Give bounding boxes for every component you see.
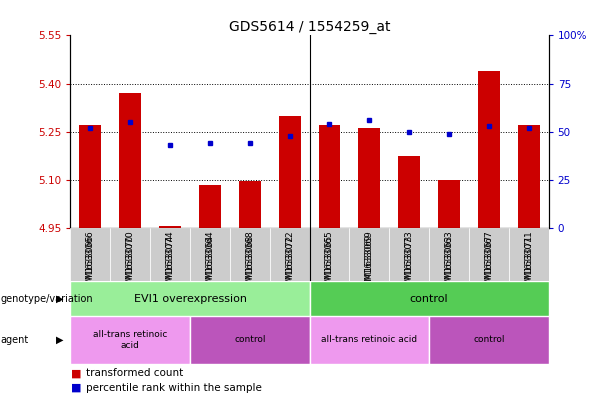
Text: ■: ■ bbox=[70, 368, 81, 378]
Text: ■: ■ bbox=[70, 383, 81, 393]
Bar bbox=[190, 316, 310, 364]
Bar bbox=[279, 116, 300, 228]
Bar bbox=[70, 316, 190, 364]
Text: GSM1633065: GSM1633065 bbox=[325, 231, 334, 291]
Bar bbox=[190, 228, 230, 281]
Bar bbox=[80, 125, 101, 228]
Bar bbox=[478, 71, 500, 228]
Bar bbox=[199, 185, 221, 228]
Text: GSM1633064: GSM1633064 bbox=[205, 234, 215, 292]
Bar bbox=[70, 228, 110, 281]
Text: GSM1633068: GSM1633068 bbox=[245, 231, 254, 291]
Text: GSM1633064: GSM1633064 bbox=[205, 231, 215, 291]
Bar bbox=[120, 93, 141, 228]
Bar bbox=[159, 226, 181, 228]
Bar bbox=[349, 228, 389, 281]
Bar bbox=[359, 129, 380, 228]
Bar bbox=[239, 182, 261, 228]
Text: GSM1633068: GSM1633068 bbox=[245, 234, 254, 292]
Bar bbox=[319, 125, 340, 228]
Text: genotype/variation: genotype/variation bbox=[1, 294, 93, 304]
Text: GSM1633070: GSM1633070 bbox=[126, 234, 135, 292]
Bar bbox=[110, 228, 150, 281]
Text: ▶: ▶ bbox=[56, 294, 63, 304]
Bar bbox=[70, 281, 310, 316]
Text: all-trans retinoic
acid: all-trans retinoic acid bbox=[93, 330, 167, 350]
Bar bbox=[518, 125, 539, 228]
Bar bbox=[310, 281, 549, 316]
Text: control: control bbox=[234, 336, 265, 344]
Text: GSM1633071: GSM1633071 bbox=[524, 231, 533, 291]
Text: control: control bbox=[473, 336, 504, 344]
Bar bbox=[310, 228, 349, 281]
Text: GSM1633067: GSM1633067 bbox=[484, 231, 493, 291]
Bar bbox=[270, 228, 310, 281]
Text: GSM1633063: GSM1633063 bbox=[444, 234, 454, 292]
Text: GSM1633070: GSM1633070 bbox=[126, 231, 135, 291]
Text: GSM1633072: GSM1633072 bbox=[285, 231, 294, 291]
Bar bbox=[310, 316, 429, 364]
Text: GSM1633073: GSM1633073 bbox=[405, 231, 414, 291]
Text: GSM1633066: GSM1633066 bbox=[86, 231, 95, 291]
Bar bbox=[389, 228, 429, 281]
Title: GDS5614 / 1554259_at: GDS5614 / 1554259_at bbox=[229, 20, 390, 34]
Text: GSM1633074: GSM1633074 bbox=[166, 231, 175, 291]
Text: EVI1 overexpression: EVI1 overexpression bbox=[134, 294, 246, 304]
Text: GSM1633067: GSM1633067 bbox=[484, 234, 493, 292]
Bar bbox=[429, 316, 549, 364]
Text: GSM1633071: GSM1633071 bbox=[524, 234, 533, 292]
Text: GSM1633074: GSM1633074 bbox=[166, 234, 175, 292]
Bar bbox=[150, 228, 190, 281]
Text: GSM1633065: GSM1633065 bbox=[325, 234, 334, 292]
Bar bbox=[230, 228, 270, 281]
Bar bbox=[469, 228, 509, 281]
Bar bbox=[398, 156, 420, 228]
Bar bbox=[509, 228, 549, 281]
Text: GSM1633069: GSM1633069 bbox=[365, 234, 374, 292]
Text: GSM1633063: GSM1633063 bbox=[444, 231, 454, 291]
Text: control: control bbox=[409, 294, 449, 304]
Bar bbox=[429, 228, 469, 281]
Text: GSM1633066: GSM1633066 bbox=[86, 234, 95, 292]
Bar bbox=[438, 180, 460, 228]
Text: ▶: ▶ bbox=[56, 335, 63, 345]
Text: transformed count: transformed count bbox=[86, 368, 183, 378]
Text: GSM1633073: GSM1633073 bbox=[405, 234, 414, 292]
Text: GSM1633069: GSM1633069 bbox=[365, 231, 374, 291]
Text: all-trans retinoic acid: all-trans retinoic acid bbox=[321, 336, 417, 344]
Text: GSM1633072: GSM1633072 bbox=[285, 234, 294, 292]
Text: agent: agent bbox=[1, 335, 29, 345]
Text: percentile rank within the sample: percentile rank within the sample bbox=[86, 383, 262, 393]
